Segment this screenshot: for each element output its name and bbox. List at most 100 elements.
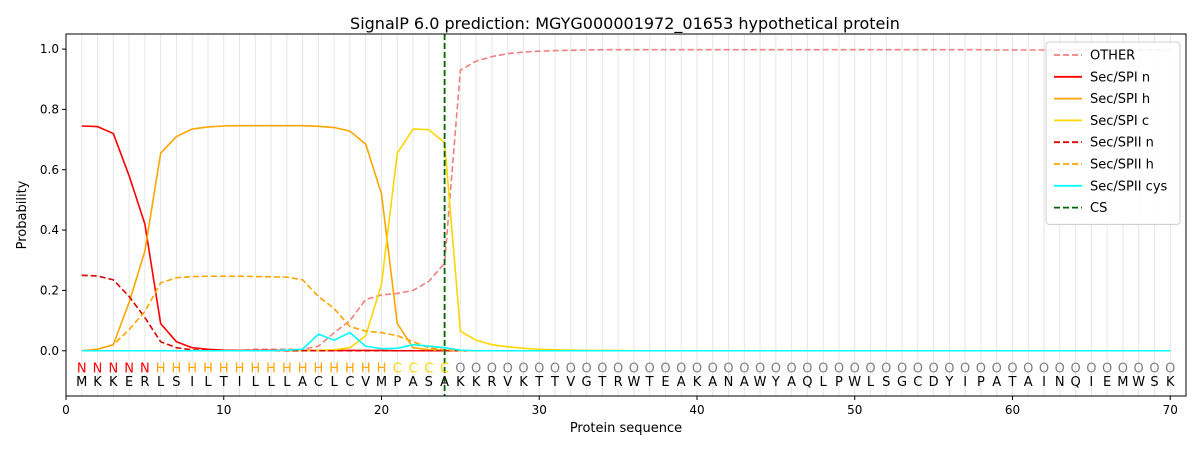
residue-label: L — [331, 375, 339, 390]
region-label: H — [377, 361, 387, 376]
residue-label: G — [897, 375, 907, 390]
region-label: O — [1134, 361, 1144, 376]
residue-label: I — [1042, 375, 1046, 390]
residue-label: A — [992, 375, 1001, 390]
region-label: O — [503, 361, 513, 376]
region-label: O — [960, 361, 970, 376]
residue-label: Q — [1070, 375, 1080, 390]
region-label: N — [77, 361, 87, 376]
y-tick-label: 0.8 — [40, 102, 59, 116]
region-label: O — [1165, 361, 1175, 376]
legend-label: Sec/SPII n — [1090, 136, 1154, 151]
y-axis-label: Probability — [15, 180, 30, 249]
residue-label: E — [661, 375, 669, 390]
region-label: O — [518, 361, 528, 376]
region-label: O — [581, 361, 591, 376]
region-label: O — [708, 361, 718, 376]
residue-label: N — [1055, 375, 1065, 390]
region-label: O — [1070, 361, 1080, 376]
sequence-annotation: NMNKNKNENRHLHSHIHLHTHIHLHLHLHAHCHLHCHVHM… — [76, 361, 1175, 390]
region-label: H — [203, 361, 213, 376]
series-line-1 — [81, 125, 1171, 352]
series-line-2 — [81, 124, 1171, 352]
region-label: C — [424, 361, 433, 376]
region-label: H — [172, 361, 182, 376]
series-line-0 — [81, 48, 1171, 352]
residue-label: W — [627, 375, 640, 390]
residue-label: T — [219, 375, 228, 390]
residue-label: I — [190, 375, 194, 390]
residue-label: L — [267, 375, 275, 390]
x-tick-label: 20 — [374, 403, 389, 417]
region-label: O — [566, 361, 576, 376]
residue-label: W — [1132, 375, 1145, 390]
region-label: H — [235, 361, 245, 376]
series-line-6 — [81, 331, 1171, 352]
region-label: O — [928, 361, 938, 376]
residue-label: A — [787, 375, 796, 390]
region-label: O — [897, 361, 907, 376]
region-label: O — [676, 361, 686, 376]
region-label: H — [361, 361, 371, 376]
residue-label: A — [740, 375, 749, 390]
residue-label: T — [597, 375, 606, 390]
residue-label: R — [614, 375, 623, 390]
y-tick-label: 1.0 — [40, 42, 59, 56]
residue-label: A — [677, 375, 686, 390]
x-tick-label: 50 — [847, 403, 862, 417]
region-label: O — [1118, 361, 1128, 376]
series-lines — [81, 48, 1171, 352]
residue-label: G — [582, 375, 592, 390]
region-label: N — [140, 361, 150, 376]
region-label: O — [976, 361, 986, 376]
residue-label: D — [929, 375, 939, 390]
residue-label: M — [1117, 375, 1128, 390]
residue-label: R — [140, 375, 149, 390]
region-label: C — [393, 361, 402, 376]
residue-label: Q — [802, 375, 812, 390]
residue-label: S — [425, 375, 433, 390]
residue-label: S — [1150, 375, 1158, 390]
axis-ticks: 0 10 20 30 40 50 60 70 0.0 0.2 0.4 0.6 0.8 1.0 — [40, 42, 1178, 417]
region-label: H — [250, 361, 260, 376]
region-label: N — [93, 361, 103, 376]
region-label: O — [660, 361, 670, 376]
x-tick-label: 60 — [1005, 403, 1020, 417]
residue-label: L — [820, 375, 828, 390]
residue-label: I — [963, 375, 967, 390]
y-tick-label: 0.6 — [40, 163, 59, 177]
series-line-4 — [81, 274, 1171, 352]
region-label: O — [1039, 361, 1049, 376]
residue-label: T — [550, 375, 559, 390]
legend-label: Sec/SPII cys — [1090, 179, 1168, 194]
legend-label: OTHER — [1090, 49, 1135, 64]
region-label: O — [534, 361, 544, 376]
residue-label: N — [724, 375, 734, 390]
plot-area-frame — [65, 33, 1187, 397]
series-line-3 — [81, 128, 1171, 352]
legend-label: Sec/SPI c — [1090, 114, 1149, 129]
residue-label: I — [238, 375, 242, 390]
residue-label: A — [409, 375, 418, 390]
residue-label: L — [867, 375, 875, 390]
residue-label: Y — [771, 375, 780, 390]
residue-label: T — [534, 375, 543, 390]
x-tick-label: 40 — [689, 403, 704, 417]
residue-label: I — [1089, 375, 1093, 390]
region-label: O — [850, 361, 860, 376]
region-label: O — [881, 361, 891, 376]
region-label: O — [550, 361, 560, 376]
region-label: O — [944, 361, 954, 376]
region-label: C — [440, 361, 449, 376]
residue-label: L — [252, 375, 260, 390]
region-label: O — [1055, 361, 1065, 376]
legend-box — [1045, 41, 1181, 225]
region-label: O — [723, 361, 733, 376]
residue-label: A — [1024, 375, 1033, 390]
residue-label: K — [456, 375, 465, 390]
residue-label: E — [125, 375, 133, 390]
region-label: O — [471, 361, 481, 376]
residue-label: K — [109, 375, 118, 390]
residue-label: M — [76, 375, 87, 390]
legend-label: Sec/SPI n — [1090, 70, 1150, 85]
